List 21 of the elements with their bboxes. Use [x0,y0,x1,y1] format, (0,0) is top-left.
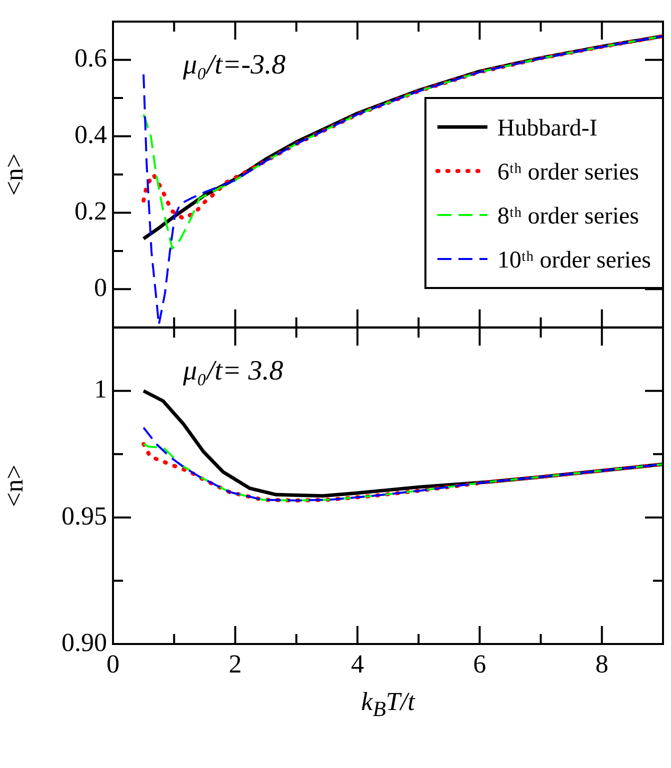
y-tick-label: 0.6 [74,44,107,73]
x-axis-title: k$_{B}$T/t [360,686,416,722]
x-tick-label: 8 [595,649,608,678]
legend-label: 10ᵗʰ order series [497,247,652,274]
x-tick-label: 4 [350,649,364,678]
y-tick-label: 0 [94,273,107,302]
y-tick-label: 0.90 [62,628,107,657]
x-tick-label: 2 [228,649,242,678]
y-tick-label: 1 [94,374,107,404]
legend-label: 6ᵗʰ order series [497,159,640,186]
y-axis-title: <n> [0,153,28,196]
y-tick-label: 0.95 [62,501,107,530]
line-series [142,35,663,326]
annotation: μ₀/t=-3.8 [182,50,286,81]
y-axis-title: <n> [0,464,28,507]
y-tick-label: 0.4 [74,120,107,150]
y-tick-label: 0.2 [74,196,107,226]
x-tick-label: 6 [473,649,486,678]
legend-label: 8ᵗʰ order series [497,203,640,230]
legend-label: Hubbard-I [497,115,598,142]
annotation: μ₀/t= 3.8 [182,355,284,386]
